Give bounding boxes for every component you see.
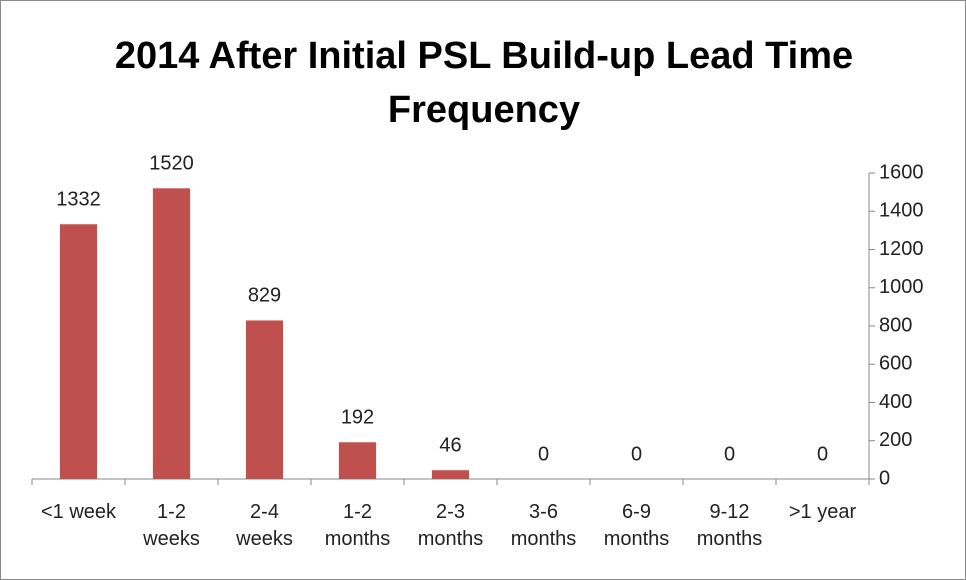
bar bbox=[245, 320, 284, 479]
x-tick-label: 6-9 months bbox=[603, 501, 670, 550]
bar bbox=[59, 224, 98, 479]
y-tick-label: 1000 bbox=[879, 276, 924, 298]
x-tick-label: 1-2 weeks bbox=[143, 501, 200, 550]
data-label: 0 bbox=[631, 443, 642, 465]
y-tick-label: 600 bbox=[879, 353, 912, 375]
y-tick-label: 0 bbox=[879, 467, 890, 489]
y-tick-label: 200 bbox=[879, 429, 912, 451]
y-tick-label: 1600 bbox=[879, 161, 924, 183]
x-tick-label: 3-6 months bbox=[510, 501, 577, 550]
x-tick-label: 2-3 months bbox=[417, 501, 484, 550]
data-label: 1332 bbox=[56, 189, 101, 211]
data-label: 0 bbox=[538, 443, 549, 465]
data-label: 829 bbox=[248, 285, 281, 307]
data-label: 46 bbox=[439, 434, 461, 456]
y-tick-label: 400 bbox=[879, 391, 912, 413]
x-tick-label: 9-12 months bbox=[696, 501, 763, 550]
x-tick-label: 2-4 weeks bbox=[236, 501, 293, 550]
x-tick-label: 1-2 months bbox=[324, 501, 391, 550]
bar bbox=[431, 470, 470, 479]
data-label: 1520 bbox=[149, 153, 194, 175]
data-label: 0 bbox=[817, 443, 828, 465]
x-tick-label: >1 year bbox=[788, 501, 857, 523]
x-tick-label: <1 week bbox=[40, 501, 117, 523]
data-label: 192 bbox=[341, 407, 374, 429]
y-tick-label: 1200 bbox=[879, 238, 924, 260]
chart-title: 2014 After Initial PSL Build-up Lead Tim… bbox=[114, 35, 854, 131]
data-label: 0 bbox=[724, 443, 735, 465]
bar bbox=[338, 442, 377, 479]
y-tick-label: 1400 bbox=[879, 200, 924, 222]
y-tick-label: 800 bbox=[879, 314, 912, 336]
bar bbox=[152, 188, 191, 480]
